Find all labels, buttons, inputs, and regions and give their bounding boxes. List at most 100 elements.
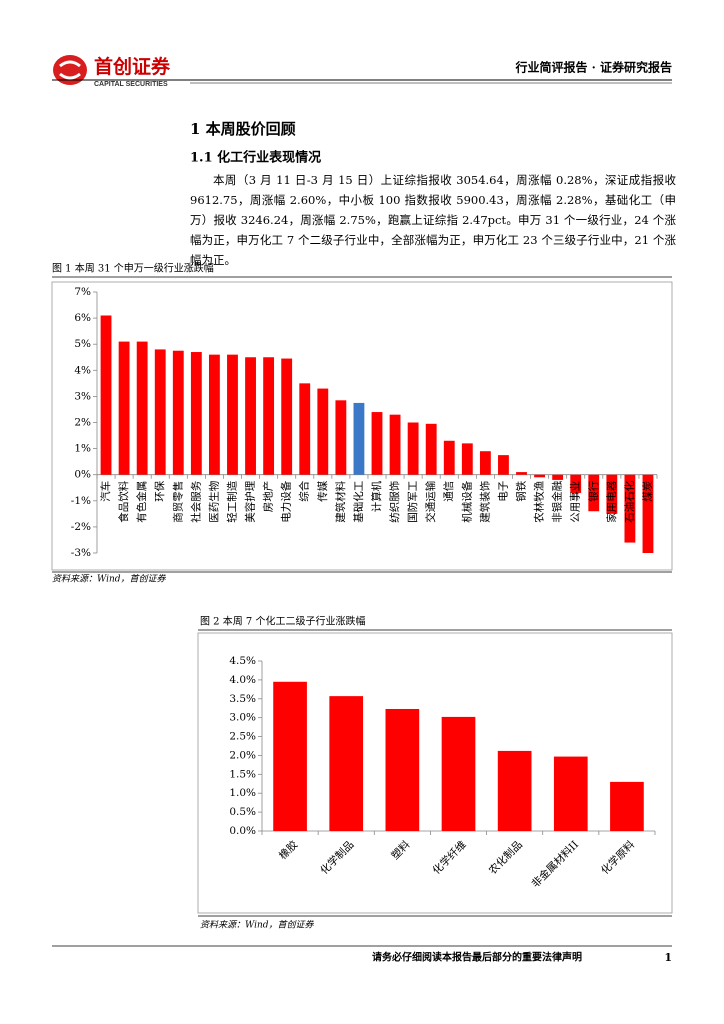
y-tick-label: 1.5% — [229, 768, 256, 780]
x-tick-label: 非金属材料II — [529, 838, 581, 890]
x-tick-label: 国防军工 — [406, 481, 419, 523]
x-tick-label: 化学纤维 — [430, 838, 469, 877]
bar — [335, 400, 347, 475]
x-tick-label: 家用电器 — [605, 480, 618, 522]
y-tick-label: 2.0% — [229, 749, 256, 761]
x-tick-label: 农林牧渔 — [533, 481, 546, 523]
bar — [317, 388, 329, 475]
bar — [227, 354, 238, 475]
x-tick-label: 传媒 — [316, 480, 329, 501]
x-tick-label: 公用事业 — [569, 481, 582, 523]
bar — [329, 696, 364, 831]
x-tick-label: 基础化工 — [352, 481, 365, 523]
bar — [353, 402, 365, 475]
figure-source: 资料来源：Wind，首创证券 — [200, 920, 315, 931]
logo-text: 首创证券 — [94, 55, 171, 78]
y-tick-label: -2% — [71, 521, 91, 533]
x-tick-label: 电子 — [496, 481, 509, 502]
y-tick-label: 3.5% — [229, 693, 256, 705]
y-tick-label: 3% — [74, 390, 91, 402]
figure-caption: 图 2 本周 7 个化工二级子行业涨跌幅 — [200, 615, 365, 628]
report-type: 行业简评报告 · 证券研究报告 — [514, 60, 672, 75]
bar — [425, 423, 437, 475]
disclaimer: 请务必仔细阅读本报告最后部分的重要法律声明 — [372, 951, 582, 964]
bar — [588, 474, 600, 512]
logo-mark — [59, 60, 81, 80]
y-tick-label: 4% — [74, 364, 91, 376]
x-tick-label: 汽车 — [99, 481, 112, 502]
x-tick-label: 医药生物 — [207, 481, 220, 523]
page-number: 1 — [664, 951, 672, 964]
logo-en: CAPITAL SECURITIES — [94, 81, 168, 88]
y-tick-label: 7% — [74, 286, 91, 298]
x-tick-label: 交通运输 — [424, 480, 437, 522]
x-tick-label: 商贸零售 — [171, 481, 184, 523]
bar — [479, 451, 491, 475]
subheading: 1.1 化工行业表现情况 — [190, 150, 321, 166]
x-tick-label: 化学制品 — [318, 838, 357, 877]
x-tick-label: 通信 — [443, 481, 455, 502]
y-tick-label: 2.5% — [229, 731, 256, 743]
y-tick-label: 1.0% — [229, 787, 256, 799]
bar — [281, 358, 293, 475]
bar — [172, 350, 184, 475]
x-tick-label: 橡胶 — [276, 838, 300, 862]
bar — [154, 349, 166, 475]
y-tick-label: 1% — [74, 443, 91, 455]
bar — [553, 756, 588, 831]
y-tick-label: 5% — [74, 338, 91, 350]
x-tick-label: 房地产 — [262, 481, 275, 513]
x-tick-label: 计算机 — [370, 480, 383, 512]
bar — [624, 474, 636, 543]
bar — [606, 474, 618, 514]
x-tick-label: 石油石化 — [623, 480, 636, 522]
x-tick-label: 农化制品 — [486, 838, 525, 877]
figure-caption: 图 1 本周 31 个申万一级行业涨跌幅 — [52, 262, 214, 275]
x-tick-label: 钢铁 — [515, 480, 528, 501]
x-tick-label: 机械设备 — [460, 480, 473, 522]
x-tick-label: 纺织服饰 — [388, 481, 401, 523]
x-tick-label: 有色金属 — [135, 481, 148, 523]
bar — [136, 341, 148, 475]
chart-frame — [197, 632, 673, 914]
bar — [570, 474, 582, 493]
bar — [190, 352, 202, 475]
x-tick-label: 电力设备 — [280, 480, 293, 522]
bar — [389, 414, 401, 475]
x-tick-label: 美容护理 — [244, 480, 257, 522]
chart-frame — [51, 281, 673, 571]
bar — [552, 474, 564, 480]
x-tick-label: 社会服务 — [189, 480, 202, 522]
x-tick-label: 综合 — [298, 480, 311, 501]
bar — [461, 443, 473, 475]
heading: 1 本周股价回顾 — [190, 120, 296, 138]
bar — [610, 781, 644, 831]
x-tick-label: 银行 — [587, 480, 600, 501]
y-tick-label: 0.5% — [229, 806, 256, 818]
bar — [209, 354, 220, 475]
x-tick-label: 建筑装饰 — [478, 481, 491, 523]
y-tick-label: -3% — [71, 547, 91, 559]
logo-icon — [53, 55, 87, 85]
y-tick-label: 0.0% — [229, 825, 256, 837]
bar — [299, 383, 311, 475]
bar — [407, 422, 419, 475]
x-tick-label: 非银金融 — [551, 480, 564, 522]
bar — [245, 357, 256, 475]
x-tick-label: 轻工制造 — [225, 480, 238, 522]
bar — [263, 357, 275, 475]
x-tick-label: 化学原料 — [598, 838, 637, 877]
bar — [385, 708, 420, 831]
y-tick-label: 6% — [74, 312, 91, 324]
bar — [534, 474, 545, 478]
bar — [497, 750, 532, 831]
bar — [642, 474, 654, 553]
bar — [516, 472, 527, 475]
x-tick-label: 塑料 — [389, 838, 413, 862]
bar — [273, 681, 307, 831]
bar — [118, 341, 130, 475]
x-tick-label: 煤炭 — [641, 480, 654, 501]
bar — [443, 440, 455, 475]
